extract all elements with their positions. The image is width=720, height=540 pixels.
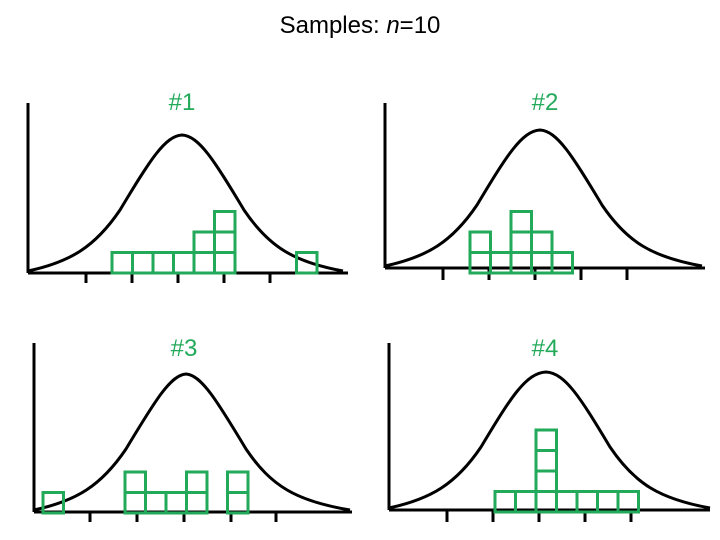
sample-box (144, 491, 168, 515)
sample-box (213, 251, 237, 275)
sample-box (534, 449, 558, 473)
sample-box (192, 230, 216, 254)
sample-box (131, 251, 155, 275)
title-prefix: Samples: (279, 12, 387, 39)
panel-3-sample-boxes (41, 470, 250, 515)
sample-box (123, 491, 147, 515)
sample-box (530, 230, 554, 254)
sample-box (123, 470, 147, 494)
panel-2-normal-curve (384, 128, 703, 268)
sample-box (226, 491, 250, 515)
sample-box (468, 251, 492, 275)
sample-box (534, 469, 558, 493)
sample-box (295, 251, 319, 275)
sample-box (509, 210, 533, 234)
sample-box (164, 491, 188, 515)
panel-4: #4 (387, 335, 711, 522)
sample-box (468, 230, 492, 254)
panel-3-label: #3 (171, 335, 198, 362)
panel-3: #3 (32, 335, 352, 522)
panel-1-sample-boxes (110, 210, 319, 275)
sample-box (110, 251, 134, 275)
sample-box (213, 230, 237, 254)
sample-box (550, 251, 574, 275)
panel-2-sample-boxes (468, 210, 574, 275)
panel-4-label: #4 (532, 335, 559, 362)
sample-box (489, 251, 513, 275)
sample-box (213, 210, 237, 234)
sample-box (226, 470, 250, 494)
panel-4-normal-curve (388, 370, 711, 510)
panel-4-sample-boxes (493, 428, 640, 514)
sample-box (534, 428, 558, 452)
panel-2: #2 (383, 89, 705, 280)
panel-2-label: #2 (532, 89, 559, 116)
sample-box (151, 251, 175, 275)
sample-box (41, 491, 65, 515)
sample-box (509, 251, 533, 275)
panel-1: #1 (26, 89, 348, 283)
sample-box (185, 491, 209, 515)
panel-1-label: #1 (169, 89, 196, 116)
panel-3-normal-curve (33, 372, 351, 512)
title-variable: n (386, 12, 400, 39)
sample-box (185, 470, 209, 494)
panel-1-ticks (84, 273, 272, 283)
title-suffix: =10 (399, 12, 441, 39)
sample-box (192, 251, 216, 275)
panel-1-normal-curve (27, 133, 344, 273)
sample-box (172, 251, 196, 275)
sample-box (616, 490, 640, 514)
figure-title: Samples: n=10 (0, 12, 720, 40)
sample-box (509, 230, 533, 254)
